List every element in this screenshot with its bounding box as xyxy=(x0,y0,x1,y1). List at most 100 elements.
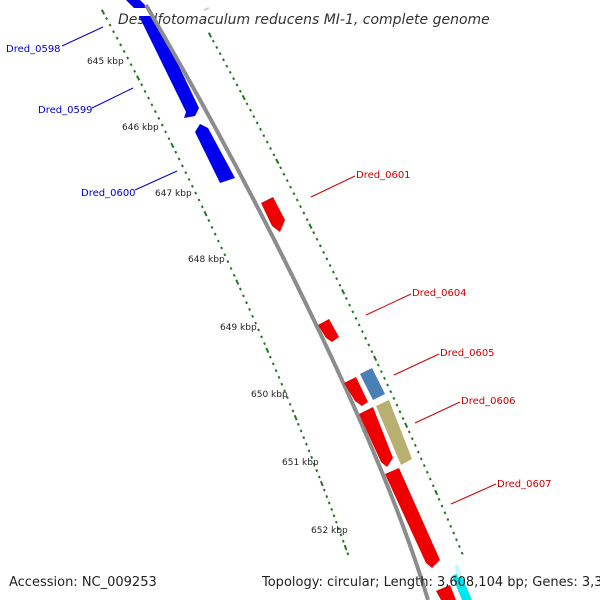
kbp-tick-mark xyxy=(416,450,420,454)
kbp-tick-mark xyxy=(187,177,191,181)
kbp-tick-mark xyxy=(255,121,259,125)
kbp-tick-mark xyxy=(292,192,296,196)
kbp-tick-mark xyxy=(167,137,171,141)
kbp-tick-mark xyxy=(322,250,326,254)
leader-dred-0605 xyxy=(393,353,440,376)
kbp-tick-mark xyxy=(299,429,303,433)
gene-label-leaders xyxy=(61,26,497,505)
kbp-tick-mark xyxy=(410,437,414,441)
gene-labels: Dred_0598 Dred_0599 Dred_0600 Dred_0601 … xyxy=(6,44,552,490)
kbp-tick-mark xyxy=(331,270,335,274)
gene-feature-top-segment[interactable] xyxy=(126,0,148,8)
kbp-tick-mark xyxy=(143,89,147,93)
kbp-tick-mark xyxy=(322,488,326,492)
kbp-tick-mark xyxy=(395,403,399,407)
kbp-tick-mark xyxy=(265,347,270,354)
kbp-tick-mark xyxy=(337,527,341,531)
kbp-tick-mark xyxy=(260,335,263,339)
gene-feature-dred-0598-0599[interactable] xyxy=(139,16,199,118)
kbp-tick-mark xyxy=(293,414,298,421)
gene-feature-dred-0606[interactable] xyxy=(376,400,412,465)
gene-label-dred-0600[interactable]: Dred_0600 xyxy=(81,188,136,199)
kbp-tick-mark xyxy=(220,246,224,250)
kbp-tick-mark xyxy=(235,279,240,285)
gene-label-dred-0606[interactable]: Dred_0606 xyxy=(461,396,516,407)
kbp-tick-mark xyxy=(404,422,409,429)
kbp-tick-mark xyxy=(310,455,314,459)
kbp-tick-mark xyxy=(263,342,266,346)
gene-feature-dred-0605[interactable] xyxy=(360,368,385,400)
kbp-tick-mark xyxy=(215,45,219,49)
kbp-tick-mark xyxy=(136,75,141,81)
kbp-tick-mark xyxy=(147,96,150,100)
kbp-tick-mark xyxy=(370,350,374,354)
kbp-tick-mark xyxy=(279,166,283,170)
kbp-tick-mark xyxy=(181,164,184,168)
kbp-tick-mark xyxy=(160,123,164,127)
kbp-tick-mark xyxy=(339,533,343,537)
kbp-tick-mark xyxy=(108,23,112,27)
kbp-tick-mark xyxy=(305,442,308,446)
reverse-strand-genes xyxy=(261,197,472,600)
kbp-tick-mark xyxy=(373,355,378,362)
kbp-tick-mark xyxy=(257,328,260,332)
kbp-tick-mark xyxy=(251,314,255,318)
gene-label-dred-0607[interactable]: Dred_0607 xyxy=(497,479,552,490)
kbp-tick-mark xyxy=(249,108,252,112)
genome-backbone xyxy=(144,3,430,600)
kbp-tick-mark xyxy=(325,495,329,499)
kbp-tick-mark xyxy=(379,370,383,374)
kbp-tick-mark xyxy=(283,389,287,393)
kbp-tick-mark xyxy=(431,484,435,488)
kbp-tick-mark xyxy=(344,296,348,301)
kbp-tick-mark xyxy=(351,310,355,314)
kbp-tick-mark xyxy=(262,134,266,138)
gene-feature-dred-0604[interactable] xyxy=(318,319,339,342)
kbp-tick-mark xyxy=(295,198,299,202)
gene-feature-red-650a[interactable] xyxy=(344,377,368,406)
gene-feature-cyan-bottom[interactable] xyxy=(452,572,472,600)
kbp-tick-mark xyxy=(259,127,262,131)
kbp-tick-row-left xyxy=(100,9,350,556)
kbp-tick-mark xyxy=(170,142,175,149)
kbp-tick-mark xyxy=(315,237,319,241)
kbp-tick-mark xyxy=(296,422,300,426)
gene-label-dred-0605[interactable]: Dred_0605 xyxy=(440,348,495,359)
kbp-tick-mark xyxy=(389,390,393,394)
gene-feature-dred-0607[interactable] xyxy=(385,468,440,568)
kbp-tick-mark xyxy=(203,210,208,217)
kbp-label-651: 651 kbp xyxy=(282,458,319,468)
kbp-tick-mark xyxy=(364,336,368,340)
kbp-tick-mark xyxy=(335,277,339,281)
kbp-tick-mark xyxy=(312,462,316,466)
kbp-tick-mark xyxy=(129,63,133,67)
kbp-tick-mark xyxy=(254,321,258,325)
kbp-tick-mark xyxy=(252,115,256,119)
genome-summary-text: Topology: circular; Length: 3,608,104 bp… xyxy=(261,575,600,590)
gene-feature-dred-0600[interactable] xyxy=(195,124,235,183)
kbp-tick-mark xyxy=(119,43,123,47)
kbp-tick-mark xyxy=(285,396,289,400)
kbp-tick-mark xyxy=(271,362,275,366)
gene-label-dred-0601[interactable]: Dred_0601 xyxy=(356,170,411,181)
kbp-tick-mark xyxy=(341,539,345,543)
kbp-tick-mark xyxy=(288,402,292,406)
gene-feature-dred-0601[interactable] xyxy=(261,197,285,232)
kbp-tick-mark xyxy=(218,52,222,56)
kbp-tick-mark xyxy=(150,103,154,107)
gene-feature-red-bottom[interactable] xyxy=(436,585,456,600)
forward-strand-genes xyxy=(126,0,235,183)
kbp-tick-mark xyxy=(307,449,311,453)
kbp-tick-row-right xyxy=(207,32,464,555)
gene-label-dred-0598[interactable]: Dred_0598 xyxy=(6,44,61,55)
kbp-tick-mark xyxy=(291,409,295,413)
kbp-tick-mark xyxy=(190,184,194,188)
kbp-tick-mark xyxy=(197,198,201,202)
gene-feature-red-650b[interactable] xyxy=(359,407,393,467)
gene-label-dred-0604[interactable]: Dred_0604 xyxy=(412,288,467,299)
kbp-tick-mark xyxy=(348,303,352,307)
kbp-tick-mark xyxy=(275,158,280,165)
kbp-tick-mark xyxy=(269,146,272,150)
kbp-tick-mark xyxy=(341,289,346,295)
gene-label-dred-0599[interactable]: Dred_0599 xyxy=(38,105,93,116)
